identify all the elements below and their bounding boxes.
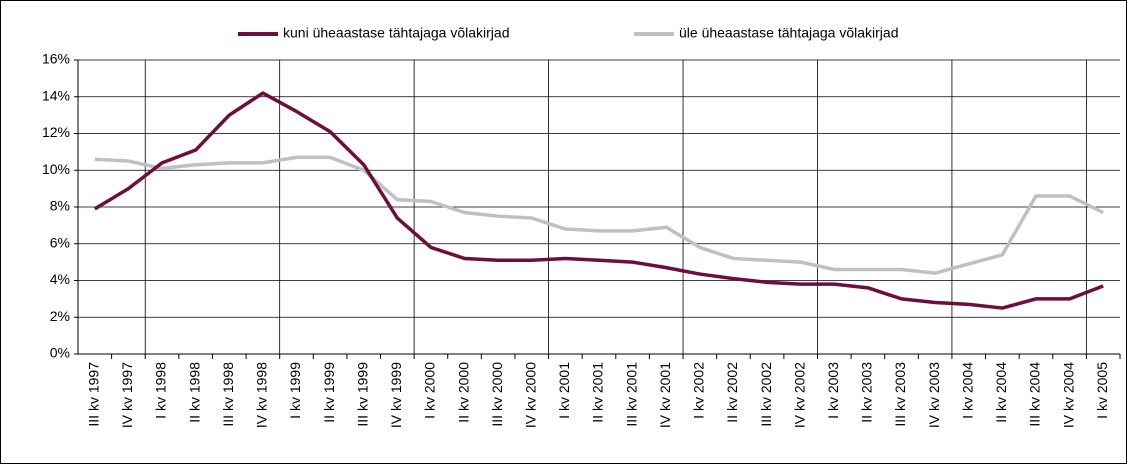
y-tick-label: 0% [50,345,70,361]
x-tick-label: IV kv 2001 [657,362,673,428]
x-tick-label: II kv 2004 [993,362,1009,423]
y-tick-label: 10% [42,161,70,177]
x-tick-label: IV kv 1997 [119,362,135,428]
x-tick-label: III kv 1997 [86,362,102,427]
x-tick-label: I kv 2000 [422,362,438,419]
x-tick-label: I kv 2003 [825,362,841,419]
x-tick-label: III kv 1998 [220,362,236,427]
legend-label: kuni üheaastase tähtajaga võlakirjad [283,25,510,41]
y-tick-label: 12% [42,124,70,140]
line-series [94,155,1104,275]
y-tick-label: 4% [50,271,70,287]
x-tick-label: II kv 2003 [859,362,875,423]
x-tick-label: IV kv 2003 [926,362,942,428]
x-tick-label: III kv 2002 [758,362,774,427]
line-series [93,91,1104,310]
x-tick-label: II kv 2002 [724,362,740,423]
y-tick-label: 2% [50,308,70,324]
x-tick-label: II kv 2001 [590,362,606,423]
x-tick-label: II kv 1998 [186,362,202,423]
x-tick-label: I kv 2005 [1094,362,1110,419]
x-tick-label: III kv 2003 [892,362,908,427]
x-tick-label: III kv 2001 [623,362,639,427]
x-tick-label: III kv 2004 [1027,362,1043,427]
y-tick-label: 6% [50,234,70,250]
legend-label: üle üheaastase tähtajaga võlakirjad [679,25,899,41]
x-tick-label: I kv 2004 [959,362,975,419]
x-tick-label: IV kv 1998 [254,362,270,428]
y-tick-label: 14% [42,87,70,103]
x-tick-label: IV kv 2002 [791,362,807,428]
x-tick-label: III kv 1999 [354,362,370,427]
x-tick-label: II kv 1999 [321,362,337,423]
x-tick-label: III kv 2000 [489,362,505,427]
x-tick-label: I kv 2001 [556,362,572,419]
y-tick-label: 8% [50,198,70,214]
x-tick-label: IV kv 1999 [388,362,404,428]
y-tick-label: 16% [42,51,70,67]
x-tick-label: IV kv 2004 [1060,362,1076,428]
x-tick-label: I kv 1998 [153,362,169,419]
x-tick-label: I kv 1999 [287,362,303,419]
x-tick-label: IV kv 2000 [522,362,538,428]
x-tick-label: I kv 2002 [691,362,707,419]
x-tick-label: II kv 2000 [455,362,471,423]
